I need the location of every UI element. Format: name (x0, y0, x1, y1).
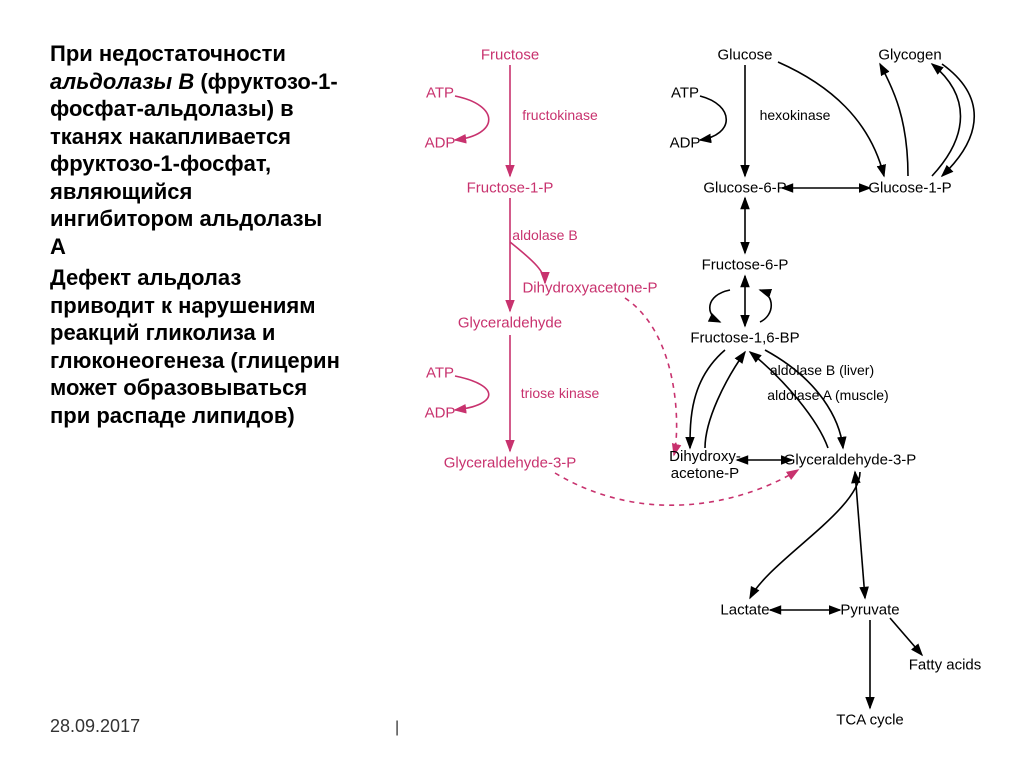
edge-13 (942, 64, 974, 176)
node-g3p_pink: Glyceraldehyde-3-P (444, 455, 577, 472)
edge-17 (710, 290, 730, 322)
node-f1p: Fructose-1-P (467, 180, 554, 197)
node-lactate: Lactate (720, 602, 769, 619)
edge-21 (705, 352, 745, 448)
node-dhap_black: Dihydroxy-acetone-P (669, 448, 741, 482)
paragraph-2: Дефект альдолаз приводит к нарушениям ре… (50, 264, 340, 429)
node-adp1: ADP (425, 135, 456, 152)
edge-5 (455, 376, 489, 410)
edge-25 (750, 472, 860, 598)
node-adp2: ADP (425, 405, 456, 422)
node-fructose: Fructose (481, 47, 539, 64)
edges-layer (350, 0, 1024, 767)
node-glucose: Glucose (717, 47, 772, 64)
node-glyceraldehyde: Glyceraldehyde (458, 315, 562, 332)
node-g3p_black: Glyceraldehyde-3-P (784, 452, 917, 469)
node-dhap_pink: Dihydroxyacetone-P (522, 280, 657, 297)
paragraph-1: При недостаточности альдолазы В (фруктоз… (50, 40, 340, 260)
node-g6p: Glucose-6-P (703, 180, 786, 197)
node-atp3: ATP (671, 85, 699, 102)
p1-em: альдолазы В (50, 69, 194, 94)
edge-label-aldolaseBliver: aldolase B (liver) (770, 362, 874, 378)
node-atp2: ATP (426, 365, 454, 382)
node-adp3: ADP (670, 135, 701, 152)
node-pyruvate: Pyruvate (840, 602, 899, 619)
edge-label-hexokinase: hexokinase (760, 107, 831, 123)
node-fatty: Fatty acids (909, 657, 982, 674)
metabolic-pathway-diagram: Fructose ATP ADP Fructose-1-P Dihydroxyaceto… (350, 0, 1024, 767)
edge-1 (455, 96, 489, 140)
p1-post: (фруктозо-1-фосфат-альдолазы) в тканях н… (50, 69, 338, 259)
page: При недостаточности альдолазы В (фруктоз… (0, 0, 1024, 767)
node-f16bp: Fructose-1,6-BP (690, 330, 799, 347)
edge-27 (890, 618, 922, 655)
edge-19 (690, 350, 725, 448)
edge-label-aldolaseB1: aldolase B (512, 227, 577, 243)
edge-3 (510, 242, 545, 283)
node-glycogen: Glycogen (878, 47, 941, 64)
slide-date: 28.09.2017 (50, 716, 140, 737)
edge-12 (932, 64, 961, 176)
edge-9 (700, 96, 726, 140)
edge-label-fructokinase: fructokinase (522, 107, 597, 123)
edge-11 (880, 64, 908, 176)
node-tca: TCA cycle (836, 712, 904, 729)
edge-6 (625, 298, 677, 455)
edge-label-aldolaseAmuscle: aldolase A (muscle) (767, 387, 888, 403)
body-text: При недостаточности альдолазы В (фруктоз… (50, 40, 340, 433)
node-f6p: Fructose-6-P (702, 257, 789, 274)
edge-24 (855, 472, 865, 598)
node-g1p: Glucose-1-P (868, 180, 951, 197)
node-atp1: ATP (426, 85, 454, 102)
edge-18 (760, 290, 771, 322)
p1-pre: При недостаточности (50, 41, 286, 66)
edge-label-triosekinase: triose kinase (521, 385, 600, 401)
